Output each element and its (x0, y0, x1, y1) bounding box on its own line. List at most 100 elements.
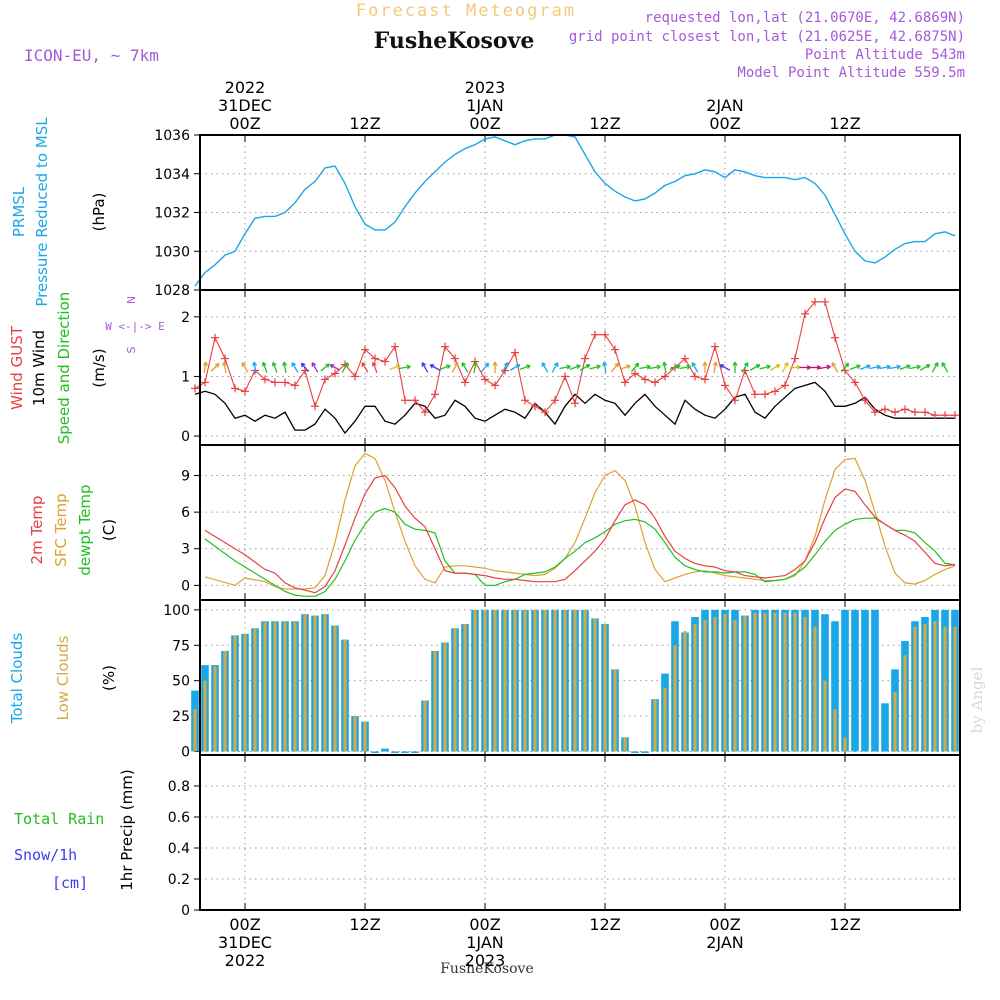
total-clouds-bar (851, 609, 859, 752)
model-label: ICON-EU, ~ 7km (24, 46, 159, 65)
wind-gust-point (801, 309, 809, 318)
wind-gust-point (241, 387, 249, 396)
low-clouds-bar (473, 609, 477, 752)
wind-gust-point (931, 411, 939, 420)
clouds-panel: 0 25 50 75 100 Total Clouds Low Clouds (%) (8, 599, 961, 760)
wind-direction-arrow (509, 364, 521, 371)
low-clouds-bar (313, 615, 317, 752)
low-clouds-bar (243, 633, 247, 752)
wind-direction-arrow (859, 364, 871, 370)
low-clouds-bar (783, 612, 787, 752)
wind-gust-point (691, 372, 699, 381)
low-clouds-bar (613, 669, 617, 752)
y-tick-label: 1030 (154, 244, 190, 260)
wind-gust-point (621, 378, 629, 387)
wind-gust-line (194, 301, 955, 416)
wind-gust-point (541, 408, 549, 417)
meteogram-title: Forecast Meteogram (356, 1, 576, 21)
wind-gust-point (381, 357, 389, 366)
wind-direction-arrow (899, 364, 911, 370)
wind-direction-arrow (909, 364, 921, 370)
wind-gust-point (531, 402, 539, 411)
low-clouds-bar (323, 614, 327, 752)
low-clouds-bar (503, 609, 507, 752)
low-clouds-bar (683, 631, 687, 752)
wind-direction-arrow (869, 364, 881, 370)
y-tick-label: 1032 (154, 206, 190, 222)
wind-direction-arrow (389, 364, 401, 370)
wind-gust-point (461, 378, 469, 387)
top-time-tick-label: 12Z (349, 114, 380, 133)
low-clouds-bar (223, 650, 227, 752)
wind-gust-point (781, 381, 789, 390)
low-clouds-bar (893, 692, 897, 752)
precipitation-panel-frame (199, 754, 961, 911)
wind-direction-arrow (732, 361, 738, 373)
dewpt-temp-line (204, 507, 956, 597)
low-clouds-bar (793, 612, 797, 752)
wind-direction-arrow (371, 361, 378, 373)
wind-direction-arrow (271, 361, 278, 373)
low-clouds-bar (823, 680, 827, 752)
temperature-panel-frame (199, 444, 961, 601)
bottom-time-tick-label: 00Z (469, 915, 500, 934)
low-clouds-bar (773, 612, 777, 752)
compass-north: N (125, 296, 138, 304)
low-clouds-bar (193, 708, 197, 752)
wind-gust-point (891, 408, 899, 417)
wind-10m-label: 10m Wind (30, 330, 48, 406)
bottom-time-tick-label: 2JAN (706, 933, 744, 952)
low-clouds-bar (283, 621, 287, 752)
wind-10m-line (194, 381, 955, 435)
wind-gust-point (441, 342, 449, 351)
total-clouds-bar (841, 609, 849, 752)
wind-gust-point (271, 378, 279, 387)
wind-direction-arrow (679, 364, 691, 370)
wind-direction-arrow (329, 364, 341, 371)
wind-gust-point (851, 378, 859, 387)
temp2m-label: 2m Temp (28, 496, 46, 565)
wind-gust-point (871, 408, 879, 417)
wind-gust-point (321, 375, 329, 384)
low-clouds-bar (483, 609, 487, 752)
wind-direction-arrow (261, 361, 268, 373)
wind-direction-arrow (341, 362, 349, 373)
y-tick-label: 100 (163, 603, 190, 619)
top-time-tick-label: 12Z (829, 114, 860, 133)
wind-gust-point (391, 342, 399, 351)
y-tick-label: 0.2 (168, 872, 190, 888)
wind-gust-point (901, 405, 909, 414)
wind-direction-arrow (610, 362, 620, 373)
bottom-time-tick-label: 2022 (225, 951, 266, 970)
low-clouds-bar (703, 619, 707, 752)
wind-gust-point (711, 342, 719, 351)
low-clouds-bar (513, 609, 517, 752)
low-clouds-bar (713, 616, 717, 752)
wind-direction-arrow (451, 362, 459, 373)
wind-gust-point (911, 408, 919, 417)
bottom-time-tick-label: 12Z (349, 915, 380, 934)
wind-gust-point (491, 381, 499, 390)
top-time-tick-label: 12Z (589, 114, 620, 133)
low-clouds-bar (443, 642, 447, 752)
wind-direction-arrow (202, 361, 208, 374)
wind-direction-arrow (282, 361, 288, 374)
low-clouds-bar (363, 721, 367, 752)
wind-direction-arrow (291, 362, 299, 373)
wind-direction-arrow (799, 365, 811, 370)
low-clouds-bar (693, 624, 697, 752)
wind-gust-point (831, 333, 839, 342)
total-clouds-bar (881, 703, 889, 752)
wind-gust-point (591, 330, 599, 339)
location-title: FusheKosove (374, 28, 535, 54)
y-tick-label: 6 (181, 505, 190, 521)
low-clouds-bar (623, 737, 627, 752)
precip-axis-label: 1hr Precip (mm) (118, 769, 136, 890)
wind-direction-arrow (320, 363, 330, 372)
wind-gust-point (601, 330, 609, 339)
wind-gust-point (401, 396, 409, 405)
wind-gust-point (431, 390, 439, 399)
low-clouds-bar (233, 635, 237, 752)
